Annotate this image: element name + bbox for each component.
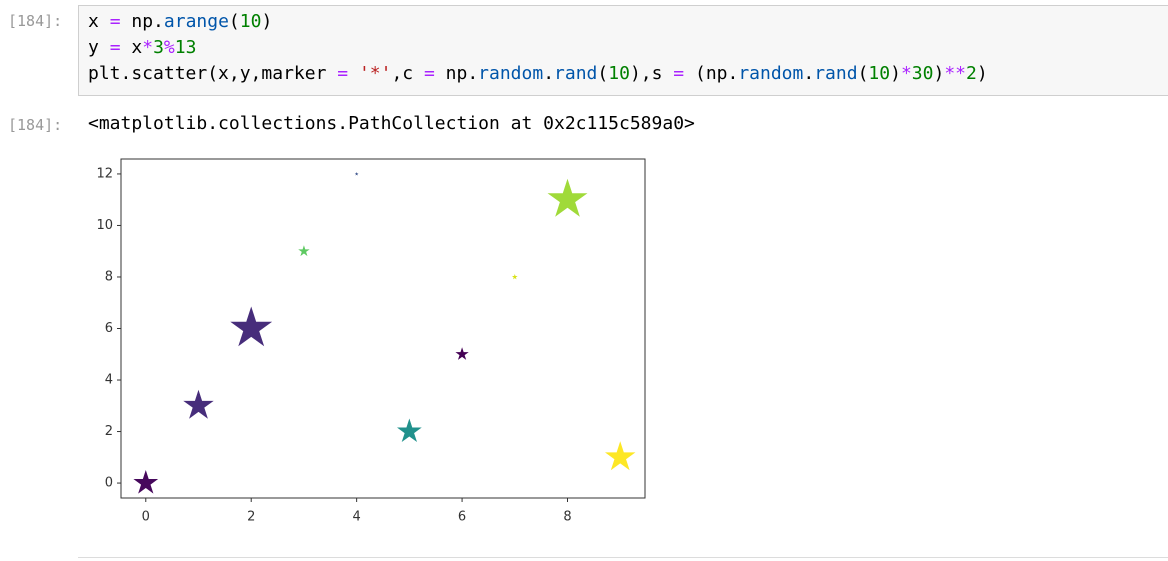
scatter-point [133,470,159,494]
y-tick-label: 12 [96,166,113,181]
scatter-point [396,418,422,443]
x-tick-label: 0 [142,510,150,525]
code-token: = [109,37,121,58]
scatter-point [298,245,310,257]
code-token: '*' [358,63,392,84]
code-token: 10 [868,63,891,84]
code-token: ) [976,63,988,84]
x-tick-label: 2 [247,510,255,525]
code-token: y [88,37,110,58]
scatter-point [511,273,518,280]
code-token: 2 [966,63,977,84]
code-token: = [109,11,121,32]
code-token: ( [857,63,869,84]
code-line: y = x*3%13 [88,35,988,61]
code-token: % [163,37,175,58]
y-tick-label: 10 [96,218,113,233]
input-prompt: [184]: [8,12,63,30]
plot-frame [120,158,646,499]
code-token: x [120,37,143,58]
output-text: <matplotlib.collections.PathCollection a… [88,113,695,134]
code: x = np.arange(10) y = x*3%13 plt.scatter(x… [88,9,988,87]
y-tick-label: 8 [105,269,113,284]
code-token: ( [228,11,240,32]
scatter-point [230,306,273,347]
y-tick-label: 0 [105,476,113,491]
code-token: rand [554,63,598,84]
code-token: random [738,63,804,84]
code-token: arange [163,11,229,32]
code-line: plt.scatter(x,y,marker = '*',c = np.rand… [88,61,988,87]
output-prompt: [184]: [8,116,63,134]
code-token: 3 [153,37,164,58]
x-tick-label: 4 [353,510,361,525]
code-token: 10 [239,11,262,32]
code-cell[interactable]: x = np.arange(10) y = x*3%13 plt.scatter(x… [78,5,1168,96]
code-token: . [543,63,555,84]
x-tick-label: 6 [458,510,466,525]
code-token: np. [434,63,479,84]
scatter-point [605,441,636,471]
code-token: = [337,63,349,84]
code-token: ),s [629,63,674,84]
code-token: random [478,63,544,84]
code-token: . [803,63,815,84]
code-token: plt.scatter(x,y,marker [88,63,338,84]
x-tick-label: 8 [563,510,571,525]
code-token: 30 [911,63,934,84]
code-line: x = np.arange(10) [88,9,988,35]
code-token: ** [944,63,966,84]
code-token: ,c [391,63,424,84]
code-token: ) [890,63,901,84]
y-tick-label: 2 [105,424,113,439]
code-token: * [900,63,912,84]
chart: 0 2 4 6 8 0 2 4 6 8 10 12 [96,158,646,525]
code-token: x [88,11,110,32]
code-token: = [423,63,435,84]
code-token: = [673,63,685,84]
code-token: 10 [608,63,630,84]
scatter-point [183,389,214,419]
y-tick-label: 6 [105,321,113,336]
code-token: * [142,37,154,58]
scatter-point [455,347,469,360]
code-token: ) [261,11,273,32]
scatter-point [547,178,588,217]
code-token: (np. [684,63,739,84]
code-token: np. [120,11,164,32]
code-token: ) [933,63,945,84]
y-tick-label: 4 [105,373,113,388]
code-token: rand [814,63,858,84]
code-token: 13 [174,37,197,58]
code-token [348,63,359,84]
code-token: ( [597,63,609,84]
scatter-point [354,171,359,176]
next-cell[interactable] [78,557,1168,558]
